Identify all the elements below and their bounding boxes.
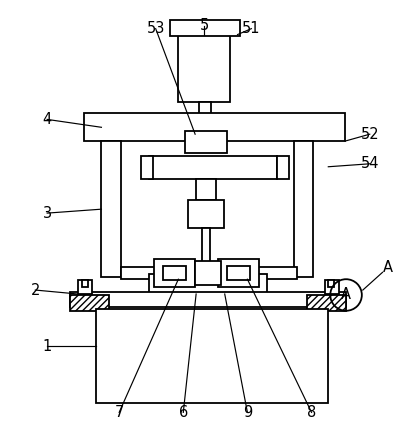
- Bar: [202, 228, 210, 268]
- Bar: [70, 295, 109, 311]
- Text: A: A: [382, 260, 393, 275]
- Text: 52: 52: [360, 127, 379, 142]
- Bar: [101, 141, 121, 277]
- Bar: [149, 274, 267, 294]
- Text: 54: 54: [360, 156, 379, 171]
- Text: 6: 6: [179, 405, 188, 420]
- Bar: [188, 200, 224, 228]
- Text: 9: 9: [243, 405, 252, 420]
- Text: 4: 4: [43, 112, 52, 127]
- Bar: [185, 131, 227, 153]
- Bar: [121, 268, 297, 279]
- Bar: [78, 280, 92, 294]
- Bar: [84, 113, 345, 141]
- Text: 5: 5: [199, 18, 209, 33]
- Bar: [141, 156, 153, 179]
- Text: A: A: [341, 288, 351, 303]
- Bar: [154, 260, 195, 287]
- Bar: [149, 156, 277, 179]
- Bar: [82, 280, 88, 287]
- Bar: [199, 101, 211, 134]
- Bar: [196, 179, 216, 200]
- Text: 53: 53: [146, 21, 165, 36]
- Bar: [328, 280, 334, 287]
- Text: 51: 51: [242, 21, 261, 36]
- Bar: [294, 141, 314, 277]
- Bar: [70, 292, 346, 307]
- Bar: [218, 260, 259, 287]
- Text: 1: 1: [43, 339, 52, 354]
- Bar: [227, 266, 250, 280]
- Bar: [178, 35, 230, 101]
- Bar: [277, 156, 289, 179]
- Bar: [97, 309, 328, 403]
- Bar: [171, 20, 240, 35]
- Text: 8: 8: [307, 405, 316, 420]
- Bar: [195, 261, 221, 285]
- Bar: [162, 266, 186, 280]
- Text: 2: 2: [31, 283, 40, 298]
- Bar: [307, 295, 346, 311]
- Text: 7: 7: [115, 405, 124, 420]
- Text: 3: 3: [43, 206, 52, 221]
- Bar: [325, 280, 339, 294]
